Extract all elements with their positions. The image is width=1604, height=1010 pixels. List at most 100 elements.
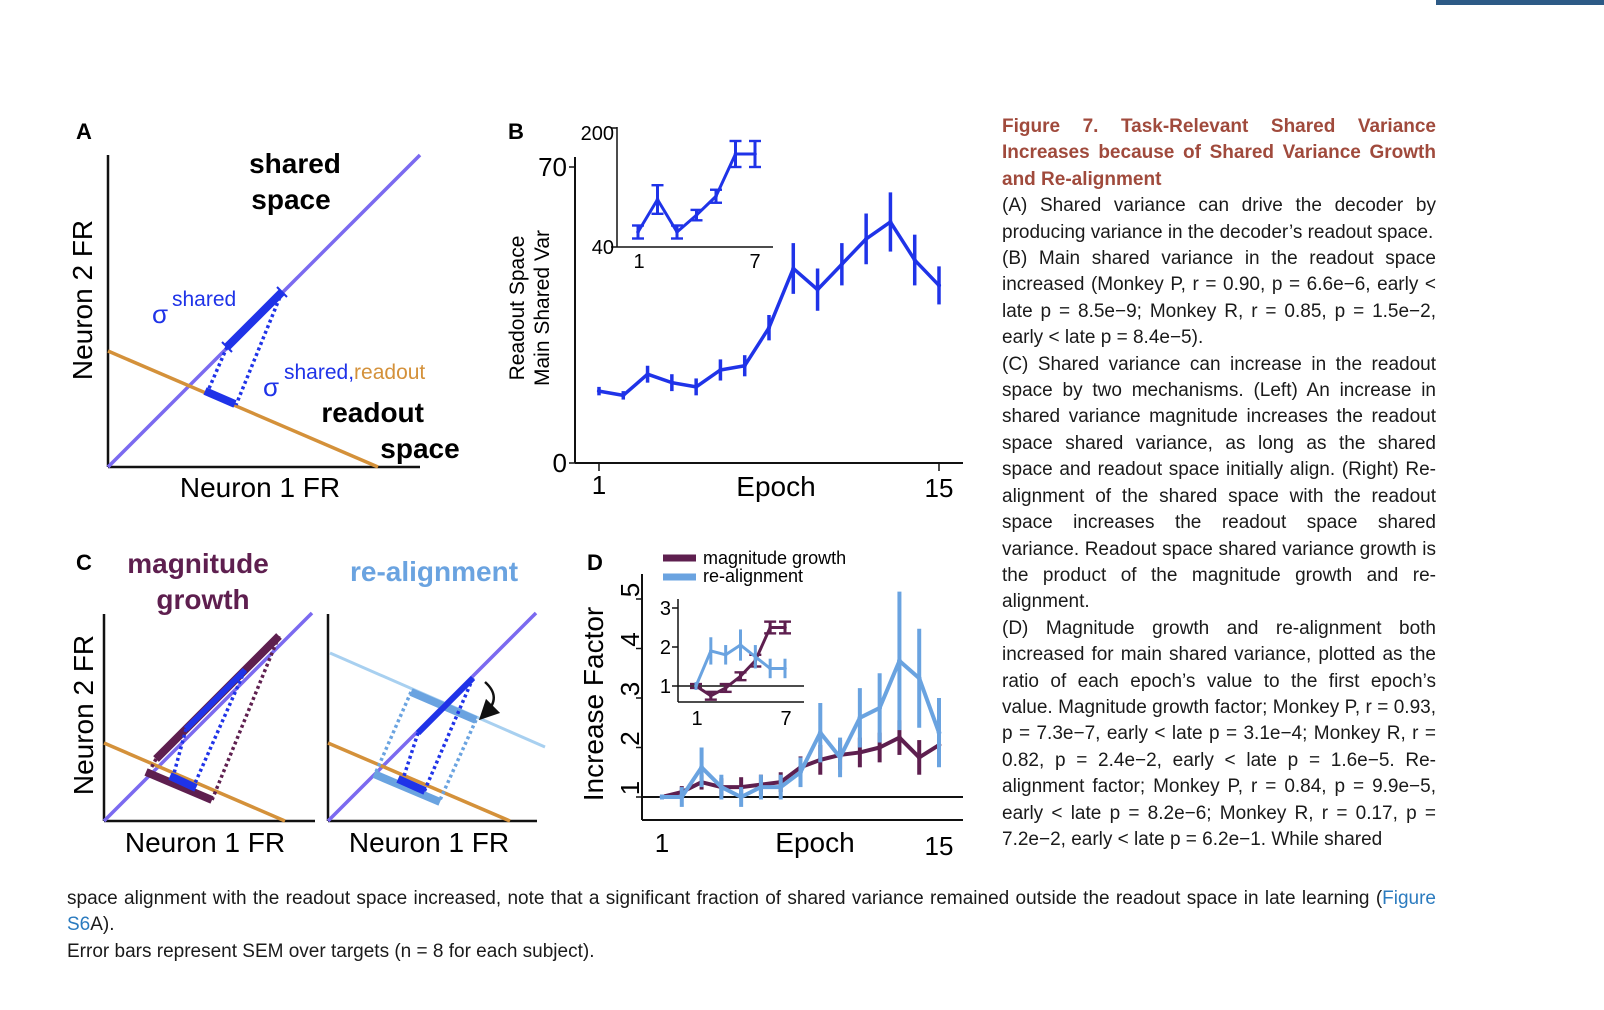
- b-series-point: [645, 372, 650, 377]
- d-inset-xtick-label: 7: [780, 708, 791, 730]
- after-link-text: A).: [90, 914, 115, 936]
- open-paren: (: [1375, 888, 1383, 909]
- b-inset-xtick-label: 7: [749, 251, 760, 273]
- d-magnitude-series-point: [877, 745, 883, 750]
- panel-a-xlabel: Neuron 1 FR: [180, 472, 340, 503]
- c-right-blue-projection-2: [401, 732, 420, 780]
- panel-a-letter: A: [76, 119, 92, 144]
- magnitude-growth-title-1: magnitude: [127, 548, 269, 579]
- readout-variance-bar: [203, 387, 237, 408]
- d-ytick-label: 5: [615, 583, 645, 597]
- c-left-grown-readout-bar: [144, 768, 214, 804]
- b-xtick-label: 1: [592, 470, 606, 500]
- b-xtick-label: 15: [925, 473, 954, 503]
- c-left-blue-projection: [190, 669, 247, 791]
- caption-paragraph-b: (B) Main shared variance in the readout …: [1002, 248, 1436, 349]
- caption-continuation: space alignment with the readout space i…: [67, 886, 1436, 965]
- b-series-point: [912, 257, 917, 263]
- c-right-light-projection-1: [374, 691, 413, 773]
- d-realignment-series-point: [718, 784, 724, 790]
- panel-d-ylabel: Increase Factor: [578, 607, 609, 802]
- d-realignment-series-point: [659, 794, 665, 800]
- c-left-initial-variance-bar: [183, 667, 248, 732]
- panel-b-inset: 1 7 40 200: [581, 123, 761, 273]
- projection-line-1: [205, 346, 229, 394]
- d-realignment-series-point: [798, 769, 803, 775]
- b-series-point: [718, 367, 723, 373]
- c-left-initial-readout-bar: [168, 772, 198, 792]
- d-inset-realignment-series-point: [709, 649, 713, 653]
- d-inset-magnitude-series-point: [783, 625, 787, 630]
- b-series-point: [694, 384, 699, 389]
- d-realignment-series-point: [758, 784, 764, 790]
- figure-7: A Neuron 2 FR Neuron 1 FR shared space r…: [67, 119, 963, 861]
- d-inset-realignment-series-point: [738, 643, 743, 647]
- d-inset-magnitude-series-point: [768, 625, 772, 630]
- d-inset-xtick-label: 1: [691, 708, 702, 730]
- d-inset-ytick-label: 1: [660, 676, 671, 698]
- sigma-readout-sub-readout: readout: [354, 361, 425, 384]
- figure-s6-link[interactable]: Figure S6: [67, 888, 1436, 936]
- d-inset-magnitude-series-point: [709, 693, 713, 698]
- d-xtick-label: 15: [925, 831, 954, 861]
- c-right-readout-line: [327, 741, 511, 823]
- d-realignment-series-point: [936, 730, 942, 736]
- b-inset-series-point: [733, 152, 738, 156]
- d-realignment-series-point: [679, 794, 685, 800]
- d-magnitude-series-point: [897, 735, 902, 740]
- d-realignment-series-point: [837, 755, 843, 760]
- b-series-point: [621, 393, 626, 398]
- panel-b-ylabel-2: Main Shared Var: [531, 230, 554, 386]
- d-realignment-series-point: [817, 730, 823, 736]
- rotation-arrow-icon: [478, 681, 501, 721]
- b-series-point: [839, 262, 844, 267]
- panel-c-right-xlabel: Neuron 1 FR: [349, 827, 509, 858]
- d-realignment-series-point: [699, 764, 704, 770]
- magnitude-growth-title-2: growth: [156, 584, 249, 615]
- panel-b-xlabel: Epoch: [736, 471, 815, 502]
- c-left-blue-projection-2: [171, 728, 188, 778]
- continuation-text: space alignment with the readout space i…: [67, 888, 1370, 909]
- b-series-point: [596, 389, 602, 394]
- panel-c-left-xlabel: Neuron 1 FR: [125, 827, 285, 858]
- panel-d-letter: D: [587, 550, 603, 575]
- panel-b-ylabel-1: Readout Space: [506, 236, 529, 381]
- c-left-shared-space-line: [102, 611, 314, 823]
- b-inset-series-point: [714, 194, 718, 199]
- panel-b-plot: 1 15 0 70: [538, 152, 953, 503]
- d-inset-realignment-series-point: [723, 653, 728, 657]
- panel-c-letter: C: [76, 550, 92, 575]
- d-realignment-series-point: [916, 675, 922, 681]
- panel-d-plot: 1 15 1 2 3 4 5: [615, 583, 963, 861]
- caption-paragraph-d: (D) Magnitude growth and re-alignment bo…: [1002, 617, 1436, 850]
- d-inset-ytick-label: 2: [660, 637, 671, 659]
- panel-d-xlabel: Epoch: [775, 827, 854, 858]
- d-realignment-series-point: [738, 794, 744, 800]
- panel-d-inset: 1 7 1 2 3: [660, 598, 804, 730]
- d-realignment-series-point: [857, 715, 863, 721]
- b-series-line: [598, 220, 941, 398]
- b-inset-series-point: [694, 213, 699, 217]
- shared-space-label-1: shared: [249, 148, 341, 179]
- d-inset-realignment-series-point: [768, 666, 772, 671]
- d-realignment-series-point: [877, 705, 883, 711]
- d-ytick-label: 2: [615, 731, 645, 745]
- d-magnitude-series-point: [916, 755, 922, 760]
- c-right-realigned-readout-bar: [372, 770, 442, 806]
- caption-continuation-line: space alignment with the readout space i…: [67, 886, 1436, 939]
- c-right-light-projection-2: [438, 719, 478, 801]
- b-inset-series-point: [675, 230, 679, 234]
- caption-paragraph-a: (A) Shared variance can drive the decode…: [1002, 195, 1436, 243]
- d-ytick-label: 3: [615, 682, 645, 696]
- shared-variance-bar: [224, 289, 285, 350]
- d-realignment-series-point: [897, 658, 902, 664]
- d-ytick-label: 1: [615, 781, 645, 795]
- legend-realignment-label: re-alignment: [703, 566, 803, 586]
- c-right-initial-readout-bar: [396, 775, 427, 795]
- caption-paragraph-c: (C) Shared variance can increase in the …: [1002, 353, 1436, 613]
- b-inset-ytick-label: 40: [592, 237, 614, 259]
- b-ytick-label: 0: [553, 448, 567, 478]
- panel-b-letter: B: [508, 119, 524, 144]
- d-inset-realignment-series-point: [753, 654, 758, 659]
- b-series-point: [815, 287, 820, 292]
